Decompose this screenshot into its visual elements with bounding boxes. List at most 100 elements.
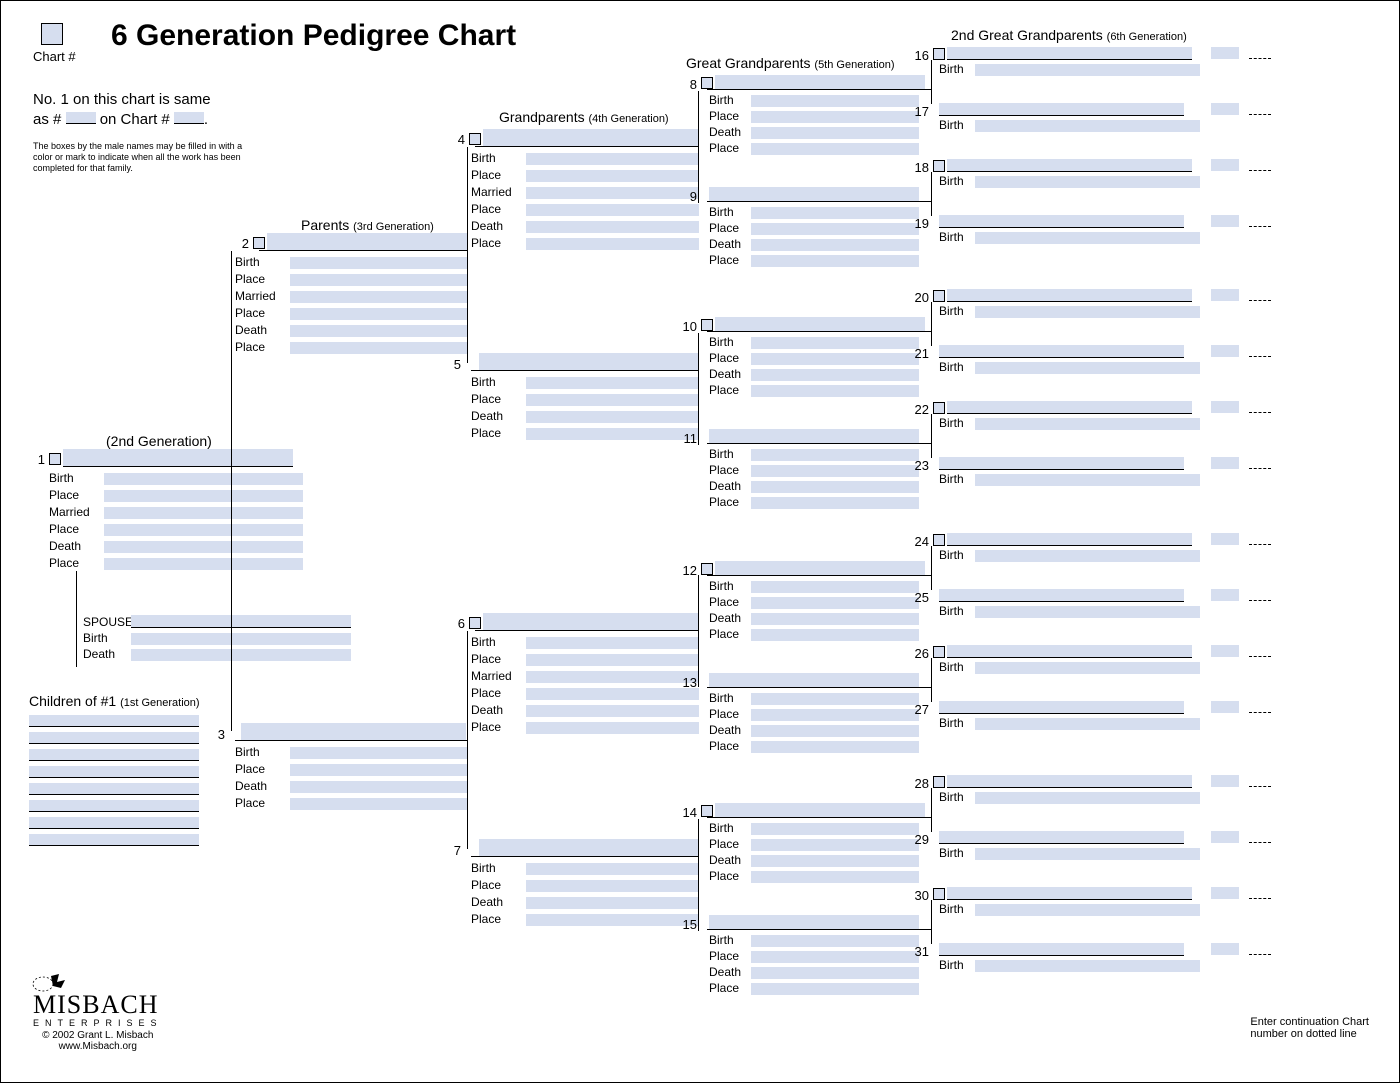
person-19-name[interactable] (939, 215, 1184, 228)
chart-number-box[interactable] (41, 23, 63, 45)
person-20-checkbox[interactable] (933, 290, 945, 302)
person-15-birth-value[interactable] (751, 935, 919, 947)
person-26-name[interactable] (947, 645, 1192, 658)
spouse-death-value[interactable] (131, 649, 351, 661)
person-11-place-value[interactable] (751, 497, 919, 509)
person-28-cont-dash[interactable] (1249, 775, 1271, 787)
person-27-cont-box[interactable] (1211, 701, 1239, 713)
person-18-cont-dash[interactable] (1249, 159, 1271, 171)
person-25-cont-dash[interactable] (1249, 589, 1271, 601)
person-14-place-value[interactable] (751, 839, 919, 851)
person-9-name[interactable] (709, 187, 919, 202)
person-31-cont-dash[interactable] (1249, 943, 1271, 955)
p7-fields-place-value[interactable] (526, 880, 699, 892)
person-9-place-value[interactable] (751, 223, 919, 235)
person-9-birth-value[interactable] (751, 207, 919, 219)
person-13-death-value[interactable] (751, 725, 919, 737)
person-19-birth-value[interactable] (975, 232, 1200, 244)
person-2-name[interactable] (267, 233, 467, 251)
person-24-name[interactable] (947, 533, 1192, 546)
person-12-place-value[interactable] (751, 597, 919, 609)
person-17-name[interactable] (939, 103, 1184, 116)
person-14-place-value[interactable] (751, 871, 919, 883)
p4-fields-place-value[interactable] (526, 238, 699, 250)
person-22-cont-dash[interactable] (1249, 401, 1271, 413)
person-16-name[interactable] (947, 47, 1192, 60)
person-9-death-value[interactable] (751, 239, 919, 251)
person-26-cont-dash[interactable] (1249, 645, 1271, 657)
person-23-cont-dash[interactable] (1249, 457, 1271, 469)
person-8-birth-value[interactable] (751, 95, 919, 107)
person-9-place-value[interactable] (751, 255, 919, 267)
person-27-birth-value[interactable] (975, 718, 1200, 730)
p2-fields-married-value[interactable] (290, 291, 467, 303)
person-13-birth-value[interactable] (751, 693, 919, 705)
person-11-death-value[interactable] (751, 481, 919, 493)
person-14-birth-value[interactable] (751, 823, 919, 835)
person-28-cont-box[interactable] (1211, 775, 1239, 787)
person-18-name[interactable] (947, 159, 1192, 172)
person-30-name[interactable] (947, 887, 1192, 900)
person-8-death-value[interactable] (751, 127, 919, 139)
person-17-birth-value[interactable] (975, 120, 1200, 132)
person-14-checkbox[interactable] (701, 805, 713, 817)
p5-fields-death-value[interactable] (526, 411, 699, 423)
person-28-birth-value[interactable] (975, 792, 1200, 804)
p4-fields-married-value[interactable] (526, 187, 699, 199)
spouse-name[interactable] (131, 615, 351, 628)
p3-fields-place-value[interactable] (290, 764, 467, 776)
person-1-name[interactable] (63, 449, 293, 467)
p6-fields-married-value[interactable] (526, 671, 699, 683)
p7-fields-place-value[interactable] (526, 914, 699, 926)
child-line-2[interactable] (29, 732, 199, 744)
same-as-chart-blank[interactable] (174, 112, 204, 124)
person-29-birth-value[interactable] (975, 848, 1200, 860)
person-10-place-value[interactable] (751, 385, 919, 397)
person-12-checkbox[interactable] (701, 563, 713, 575)
p4-fields-place-value[interactable] (526, 204, 699, 216)
person-13-place-value[interactable] (751, 709, 919, 721)
person-14-name[interactable] (715, 803, 925, 818)
person-20-cont-box[interactable] (1211, 289, 1239, 301)
person-2-checkbox[interactable] (253, 237, 265, 249)
person-30-cont-box[interactable] (1211, 887, 1239, 899)
child-line-7[interactable] (29, 817, 199, 829)
p2-fields-birth-value[interactable] (290, 257, 467, 269)
p1-fields-place-value[interactable] (104, 490, 303, 502)
person-6-name[interactable] (483, 613, 698, 631)
person-27-name[interactable] (939, 701, 1184, 714)
p6-fields-place-value[interactable] (526, 722, 699, 734)
p3-fields-birth-value[interactable] (290, 747, 467, 759)
p3-fields-place-value[interactable] (290, 798, 467, 810)
p6-fields-place-value[interactable] (526, 654, 699, 666)
person-30-checkbox[interactable] (933, 888, 945, 900)
person-29-cont-box[interactable] (1211, 831, 1239, 843)
person-3-name[interactable] (241, 723, 466, 741)
p7-fields-death-value[interactable] (526, 897, 699, 909)
person-12-name[interactable] (715, 561, 925, 576)
person-10-place-value[interactable] (751, 353, 919, 365)
person-22-birth-value[interactable] (975, 418, 1200, 430)
person-12-place-value[interactable] (751, 629, 919, 641)
person-11-birth-value[interactable] (751, 449, 919, 461)
person-10-birth-value[interactable] (751, 337, 919, 349)
p2-fields-place-value[interactable] (290, 342, 467, 354)
person-31-cont-box[interactable] (1211, 943, 1239, 955)
p1-fields-place-value[interactable] (104, 558, 303, 570)
person-5-name[interactable] (479, 353, 699, 371)
person-21-name[interactable] (939, 345, 1184, 358)
p3-fields-death-value[interactable] (290, 781, 467, 793)
child-line-1[interactable] (29, 715, 199, 727)
p1-fields-death-value[interactable] (104, 541, 303, 553)
person-23-birth-value[interactable] (975, 474, 1200, 486)
person-21-birth-value[interactable] (975, 362, 1200, 374)
person-27-cont-dash[interactable] (1249, 701, 1271, 713)
person-18-checkbox[interactable] (933, 160, 945, 172)
person-25-name[interactable] (939, 589, 1184, 602)
person-13-name[interactable] (709, 673, 919, 688)
person-20-birth-value[interactable] (975, 306, 1200, 318)
p1-fields-place-value[interactable] (104, 524, 303, 536)
person-24-cont-box[interactable] (1211, 533, 1239, 545)
person-29-name[interactable] (939, 831, 1184, 844)
person-28-checkbox[interactable] (933, 776, 945, 788)
